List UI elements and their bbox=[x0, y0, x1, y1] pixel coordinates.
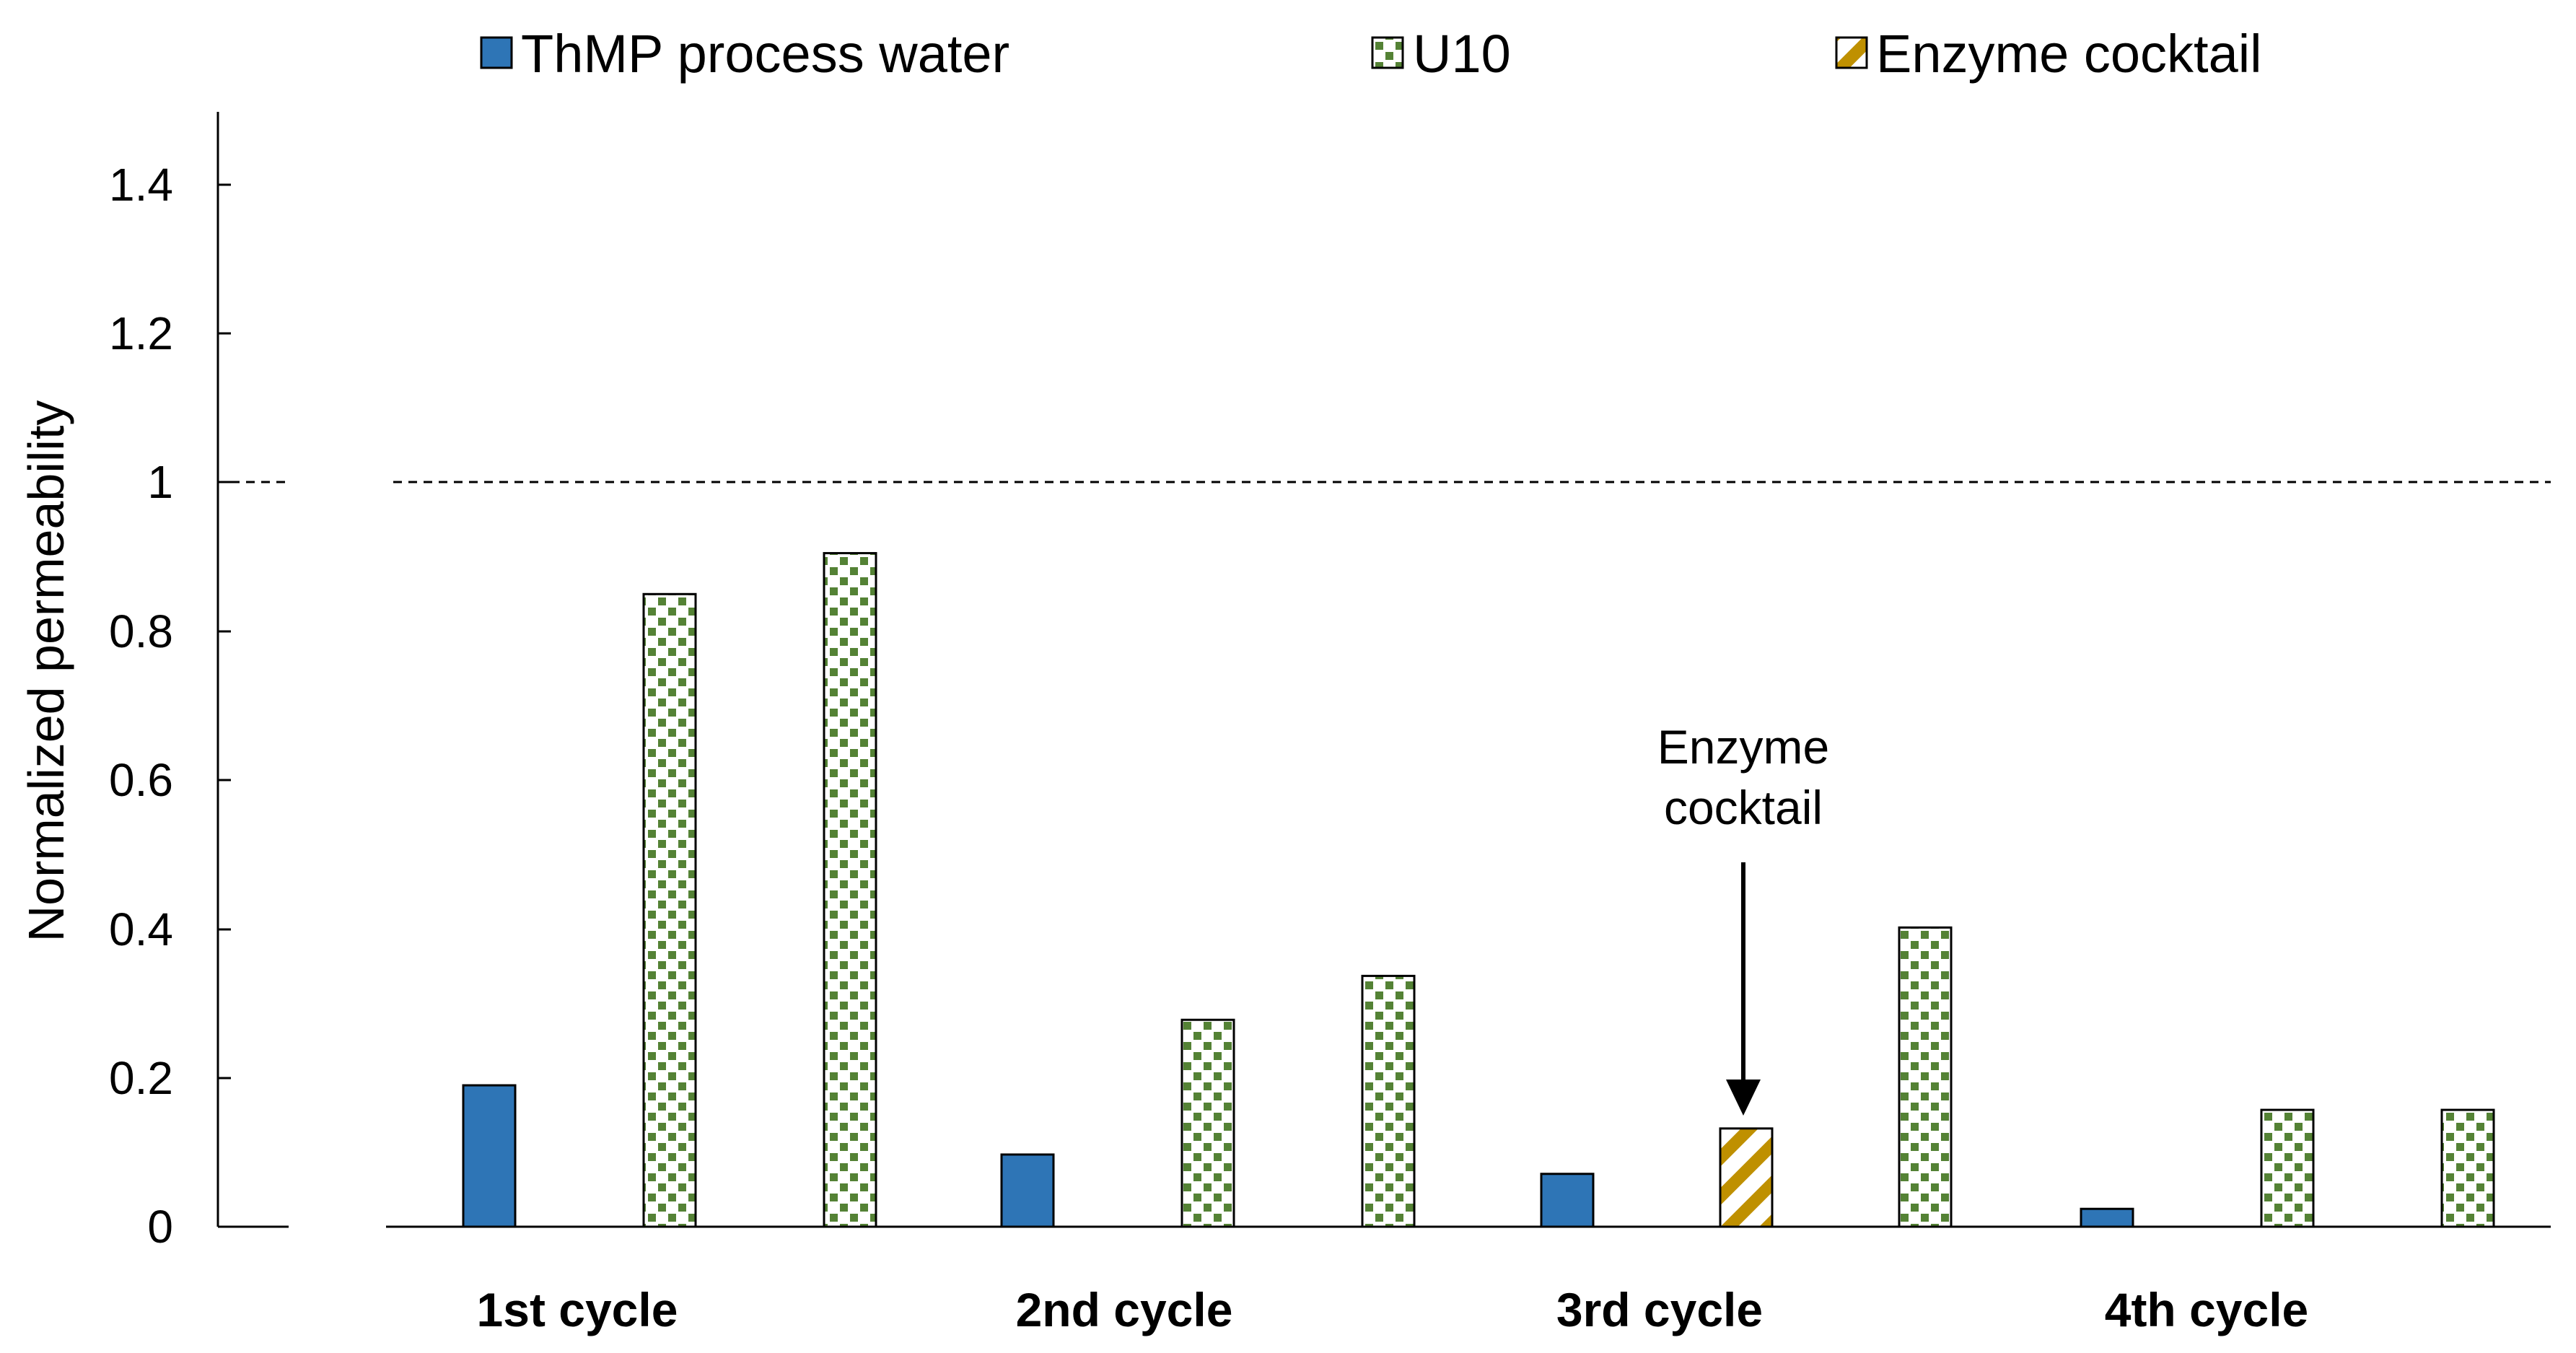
y-tick-label: 0.8 bbox=[109, 605, 173, 657]
bar-2nd-cycle-thmp bbox=[1000, 1153, 1055, 1228]
x-category-label-1st: 1st cycle bbox=[477, 1283, 678, 1336]
x-category-label-2nd: 2nd cycle bbox=[1016, 1283, 1233, 1336]
bar-4th-cycle-thmp bbox=[2080, 1207, 2134, 1228]
legend-item-thmp[interactable]: ThMP process water bbox=[480, 24, 1009, 84]
y-tick-label: 1.2 bbox=[109, 307, 173, 359]
legend-swatch-u10 bbox=[1371, 36, 1404, 69]
y-tick-label: 0.6 bbox=[109, 754, 173, 806]
bar-3rd-cycle-u10 bbox=[1898, 926, 1953, 1228]
legend-label-u10: U10 bbox=[1413, 24, 1511, 84]
x-category-label-3rd: 3rd cycle bbox=[1556, 1283, 1763, 1336]
x-category-label-4th: 4th cycle bbox=[2105, 1283, 2309, 1336]
bar-4th-cycle-u10-b bbox=[2440, 1108, 2495, 1228]
bar-3rd-cycle-thmp bbox=[1540, 1173, 1595, 1228]
legend-swatch-thmp bbox=[480, 36, 513, 69]
y-ticks: 0 0.2 0.4 0.6 0.8 1 1.2 1.4 bbox=[109, 159, 231, 1253]
y-tick-label: 0.4 bbox=[109, 903, 173, 955]
legend-item-enzyme[interactable]: Enzyme cocktail bbox=[1835, 24, 2262, 84]
bar-1st-cycle-u10-b bbox=[823, 552, 877, 1228]
x-category-labels: 1st cycle 2nd cycle 3rd cycle 4th cycle bbox=[477, 1283, 2309, 1336]
y-tick-label: 0.2 bbox=[109, 1052, 173, 1104]
bar-1st-cycle-thmp bbox=[462, 1084, 517, 1228]
legend: ThMP process water U10 Enzyme cocktail bbox=[480, 24, 2262, 84]
annotation-arrow-head bbox=[1726, 1080, 1761, 1116]
y-tick-label: 0 bbox=[147, 1201, 173, 1253]
legend-swatch-enzyme bbox=[1835, 36, 1868, 69]
legend-item-u10[interactable]: U10 bbox=[1371, 24, 1511, 84]
y-tick-label: 1 bbox=[147, 456, 173, 508]
bar-2nd-cycle-u10-b bbox=[1361, 974, 1416, 1228]
legend-label-enzyme: Enzyme cocktail bbox=[1876, 24, 2262, 84]
legend-label-thmp: ThMP process water bbox=[521, 24, 1009, 84]
annotation-line-2: cocktail bbox=[1664, 781, 1823, 834]
y-axis-title: Normalized permeability bbox=[18, 400, 74, 942]
annotation-line-1: Enzyme bbox=[1657, 720, 1829, 774]
y-tick-label: 1.4 bbox=[109, 159, 173, 211]
bar-2nd-cycle-u10-a bbox=[1180, 1018, 1235, 1228]
bars bbox=[462, 552, 2495, 1228]
bar-1st-cycle-u10-a bbox=[642, 592, 697, 1228]
bar-4th-cycle-u10-a bbox=[2260, 1108, 2315, 1228]
enzyme-annotation: Enzyme cocktail bbox=[1657, 720, 1829, 1116]
bar-3rd-cycle-enzyme bbox=[1719, 1127, 1774, 1228]
